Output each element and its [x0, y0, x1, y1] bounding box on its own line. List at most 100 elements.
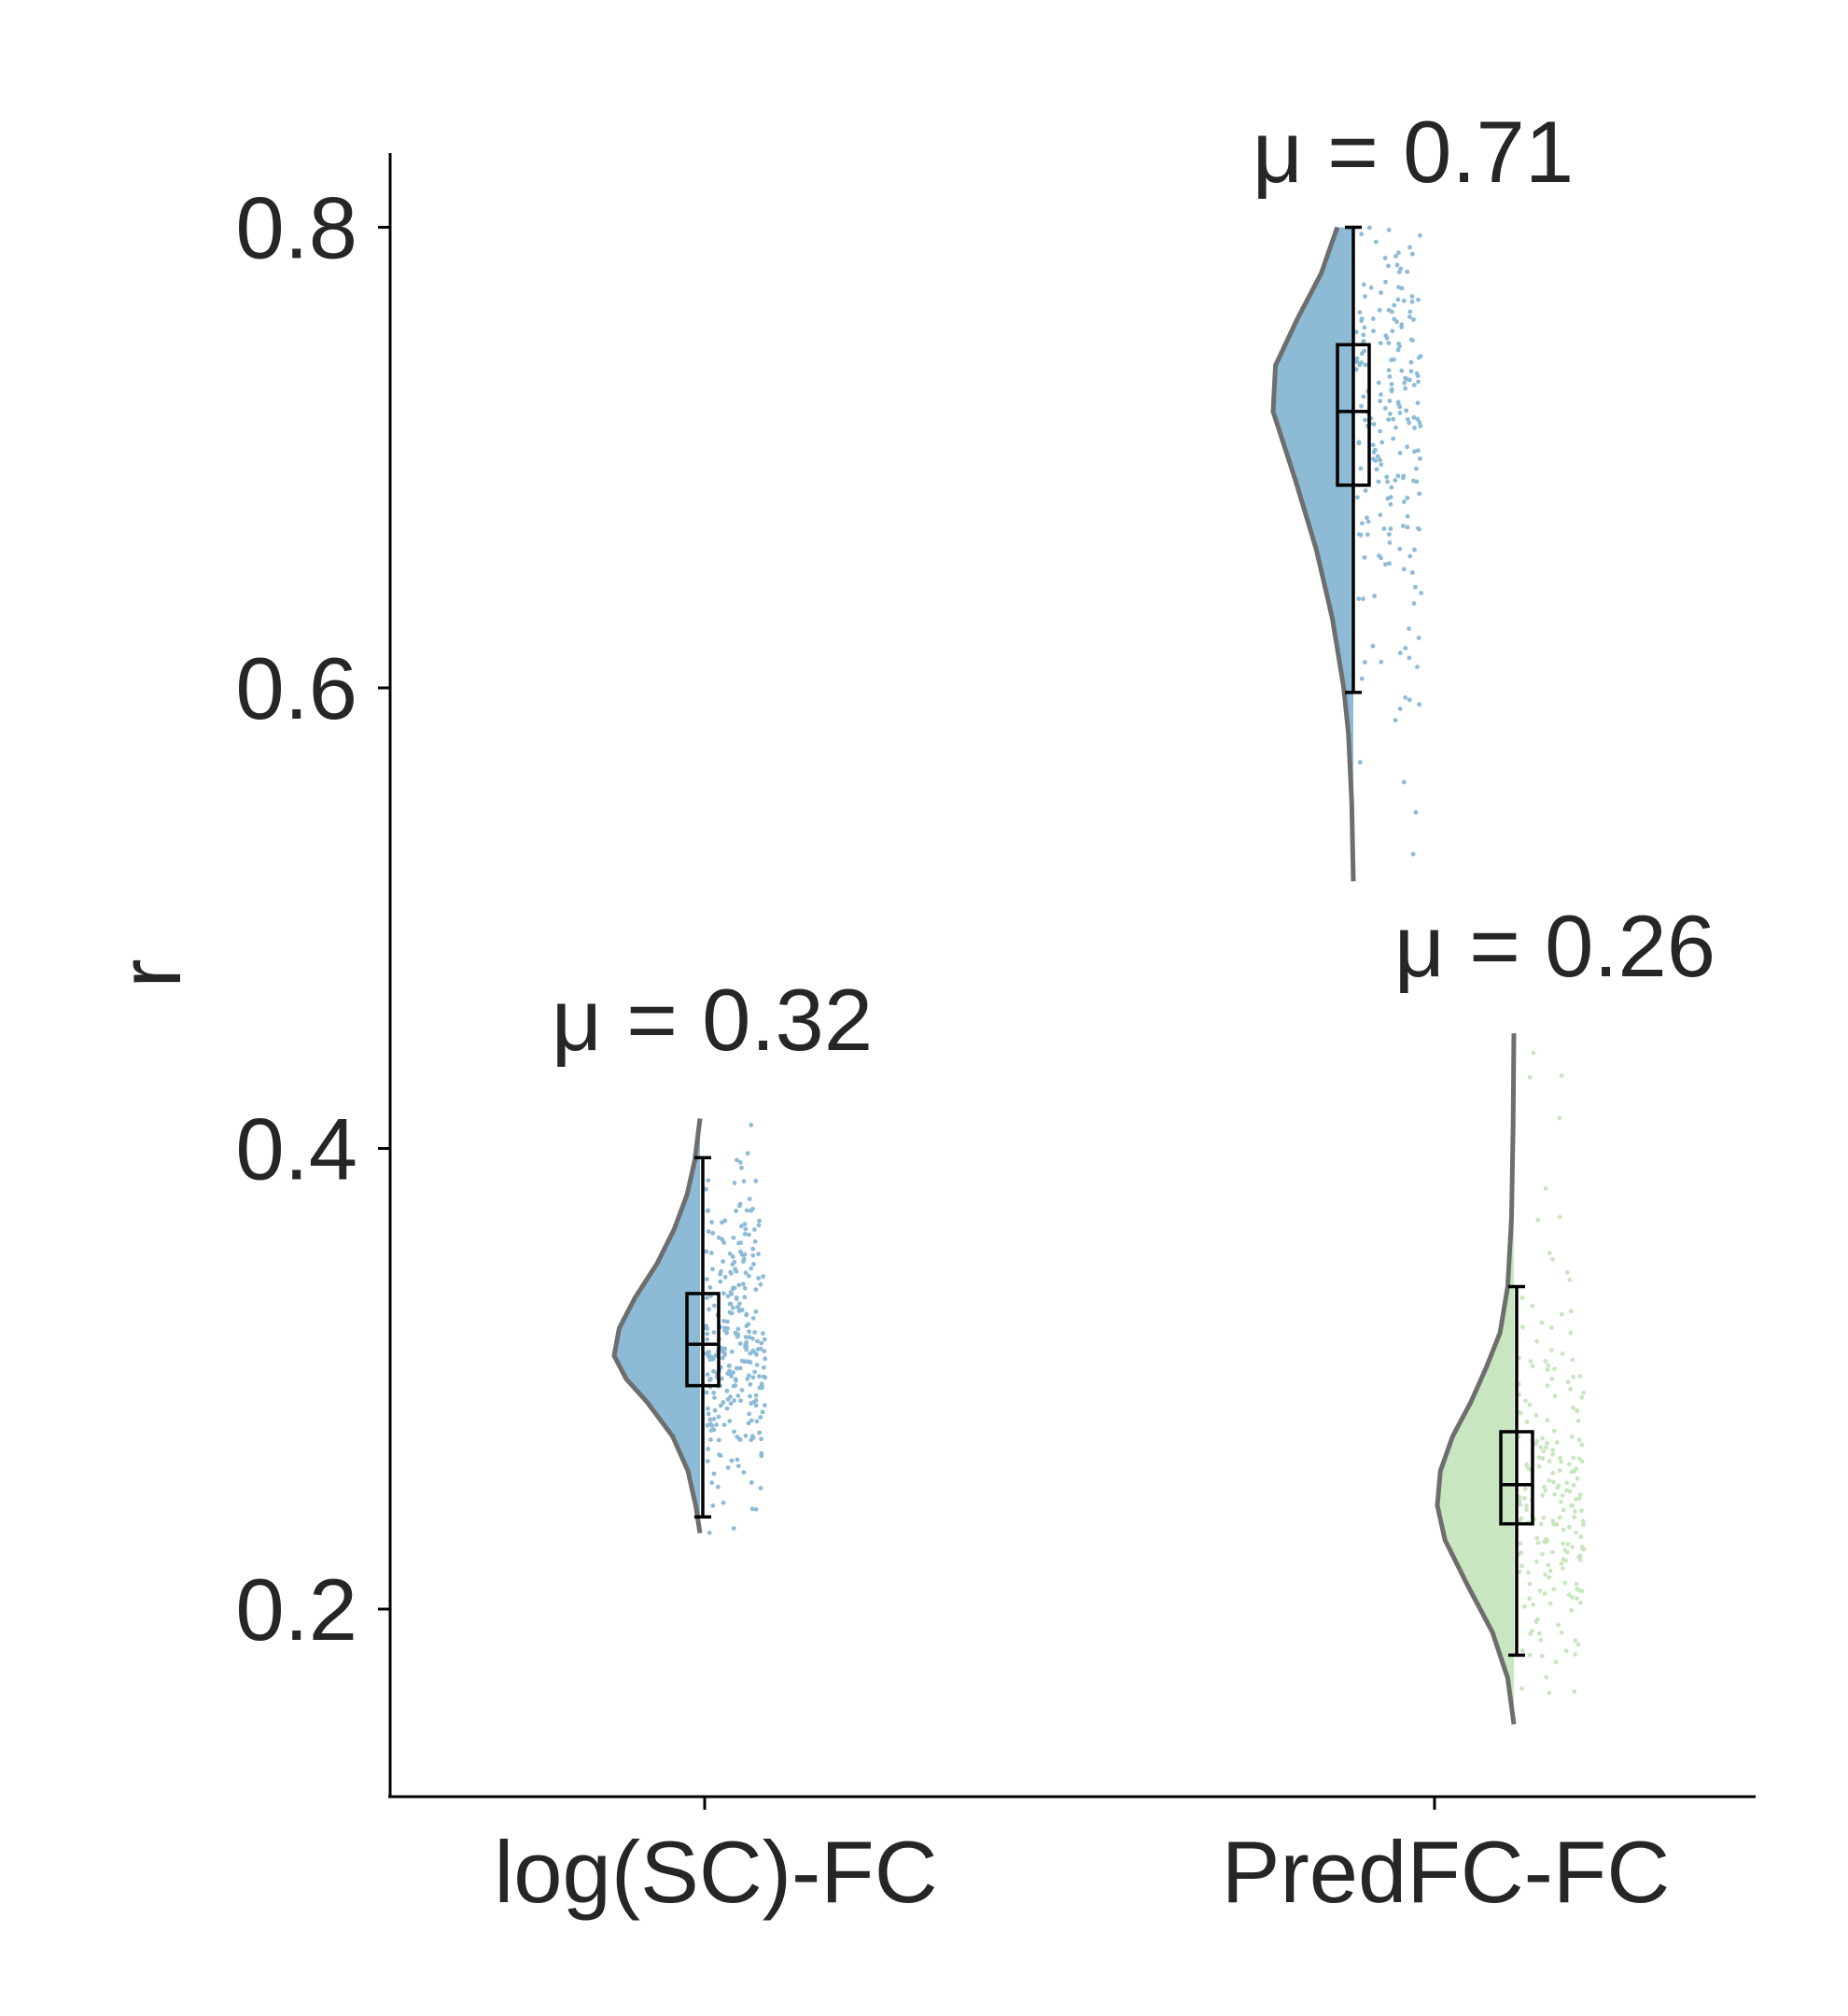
- rain-point: [1580, 1519, 1586, 1524]
- rain-point: [742, 1285, 748, 1291]
- rain-point: [716, 1484, 721, 1490]
- rain-point: [752, 1369, 757, 1375]
- mean-annotation: μ = 0.32: [552, 971, 873, 1069]
- rain-point: [1409, 299, 1415, 304]
- rain-point: [742, 1222, 748, 1226]
- rain-point: [1375, 454, 1380, 459]
- rain-point: [1545, 1383, 1550, 1388]
- rain-point: [1524, 1420, 1530, 1424]
- rain-point: [728, 1290, 734, 1295]
- rain-point: [732, 1181, 737, 1185]
- rain-point: [1357, 362, 1363, 368]
- rain-point: [1357, 760, 1363, 765]
- rain-point: [1568, 1386, 1573, 1392]
- rain-point: [1386, 341, 1392, 345]
- rain-point: [1547, 1251, 1552, 1255]
- rain-point: [750, 1336, 755, 1341]
- rain-point: [749, 1266, 754, 1271]
- rain-point: [762, 1337, 767, 1342]
- rain-point: [1519, 1295, 1525, 1300]
- rain-point: [749, 1437, 754, 1443]
- rain-point: [1361, 394, 1366, 399]
- rain-point: [1540, 1456, 1546, 1461]
- rain-point: [750, 1375, 756, 1380]
- rain-point: [1560, 1351, 1565, 1356]
- rain-point: [747, 1335, 752, 1340]
- rain-point: [1545, 1367, 1550, 1372]
- rain-point: [1394, 262, 1400, 268]
- rain-point: [1527, 1581, 1533, 1587]
- rain-point: [1547, 1690, 1552, 1696]
- rain-point: [1575, 1642, 1581, 1647]
- rain-point: [1531, 1602, 1535, 1607]
- rain-point: [741, 1470, 747, 1475]
- rain-point: [730, 1286, 735, 1292]
- rain-point: [1403, 385, 1407, 391]
- rain-point: [750, 1206, 755, 1211]
- rain-point: [1367, 225, 1372, 231]
- rain-point: [759, 1340, 764, 1346]
- rain-point: [743, 1335, 749, 1339]
- rain-point: [1395, 473, 1401, 479]
- rain-point: [729, 1349, 735, 1354]
- rain-point: [707, 1530, 712, 1535]
- rain-point: [1389, 484, 1394, 490]
- rain-point: [1550, 1549, 1555, 1555]
- rain-point: [1390, 386, 1394, 392]
- rain-point: [741, 1281, 746, 1287]
- cloud-fill: [1437, 1033, 1514, 1725]
- rain-point: [739, 1165, 744, 1170]
- rain-point: [717, 1452, 721, 1457]
- rain-point: [1395, 399, 1401, 405]
- rain-point: [1359, 676, 1365, 681]
- rain-point: [1362, 325, 1367, 330]
- rain-point: [722, 1274, 728, 1280]
- rain-point: [1575, 1587, 1580, 1591]
- rain-point: [1522, 1495, 1527, 1501]
- rain-point: [1387, 374, 1393, 379]
- rain-point: [1533, 1441, 1538, 1447]
- rain-point: [1557, 1515, 1562, 1520]
- rain-point: [719, 1268, 723, 1274]
- rain-point: [1561, 1557, 1566, 1562]
- rain-point: [1389, 357, 1393, 363]
- rain-point: [1570, 1595, 1575, 1600]
- rain-point: [705, 1295, 709, 1301]
- rain-point: [760, 1409, 765, 1415]
- rain-point: [748, 1351, 753, 1356]
- mean-annotation: μ = 0.26: [1394, 897, 1715, 995]
- rain-point: [1573, 1638, 1578, 1644]
- rain-point: [1574, 1581, 1579, 1587]
- rain-point: [733, 1330, 738, 1336]
- rain-point: [718, 1403, 723, 1408]
- rain-point: [735, 1157, 739, 1163]
- rain-point: [1546, 1363, 1551, 1368]
- x-tick-label: log(SC)-FC: [494, 1823, 937, 1921]
- rain-point: [1353, 329, 1359, 335]
- rain-point: [747, 1273, 751, 1279]
- rain-point: [1563, 1648, 1569, 1654]
- rain-point: [1579, 1394, 1585, 1400]
- rain-point: [1551, 1587, 1557, 1591]
- rain-point: [1409, 251, 1415, 257]
- rain-point: [1577, 1492, 1583, 1497]
- rain-point: [719, 1376, 724, 1381]
- rain-point: [762, 1365, 766, 1370]
- rain-point: [734, 1365, 739, 1371]
- rain-point: [742, 1231, 748, 1237]
- rain-point: [1384, 474, 1390, 480]
- rain-point: [725, 1465, 731, 1470]
- rain-point: [761, 1331, 765, 1337]
- rain-point: [734, 1269, 739, 1274]
- rain-point: [1545, 1418, 1550, 1423]
- rain-point: [1399, 322, 1405, 328]
- rain-point: [726, 1364, 732, 1368]
- rain-point: [1357, 310, 1363, 315]
- rain-point: [1549, 1325, 1554, 1330]
- rain-point: [711, 1471, 717, 1477]
- rain-point: [1538, 1445, 1544, 1450]
- rain-point: [735, 1435, 740, 1439]
- rain-point: [725, 1319, 730, 1324]
- rain-point: [1358, 466, 1364, 471]
